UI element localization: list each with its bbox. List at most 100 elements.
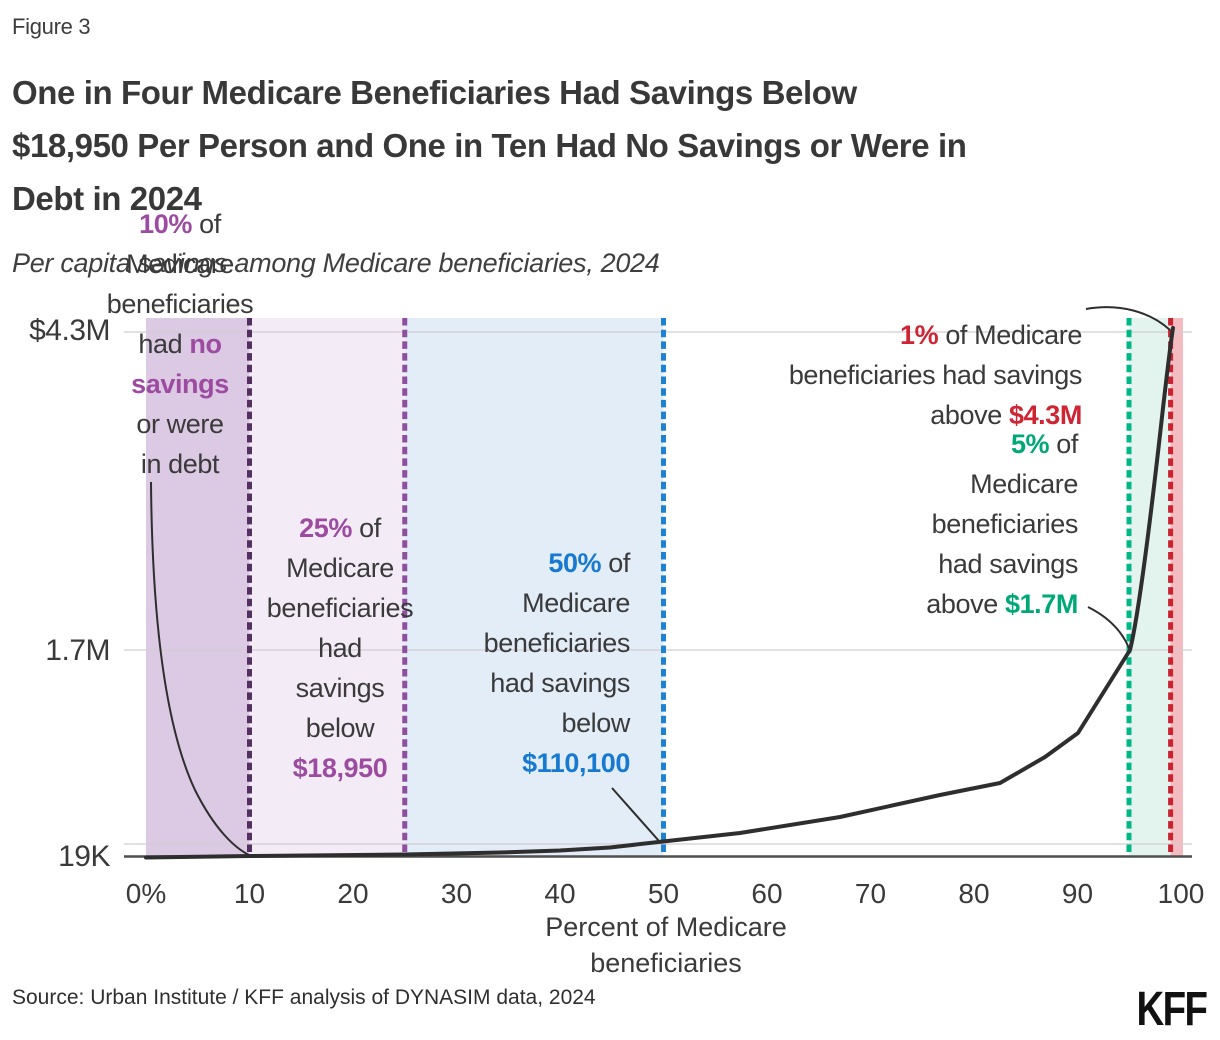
annotation-text: above (930, 400, 1009, 430)
annotation-text: beneficiaries had savings (788, 360, 1083, 390)
chart-title: One in Four Medicare Beneficiaries Had S… (12, 66, 967, 225)
annotation-line: beneficiaries (195, 588, 485, 628)
x-axis-label: Percent of Medicare beneficiaries (466, 909, 866, 981)
annotation-text: beneficiaries (266, 593, 414, 623)
annotation-text: below (561, 708, 630, 738)
annotation-text: savings (295, 673, 385, 703)
annotation-line: below (195, 708, 485, 748)
annotation-text: Medicare (522, 588, 630, 618)
annotation-text: of Medicare (938, 320, 1082, 350)
annotation-text: had savings (938, 549, 1078, 579)
annotation-5pct-above-1-7m: 5% of Medicare beneficiaries had savings abo… (660, 424, 1078, 624)
x-tick-60: 60 (751, 878, 783, 909)
annotation-line: beneficiaries had savings (660, 355, 1083, 395)
source-note: Source: Urban Institute / KFF analysis o… (12, 986, 596, 1009)
annotation-line: 25% of (195, 508, 485, 548)
region-10-25 (249, 318, 405, 856)
title-line-1: One in Four Medicare Beneficiaries Had S… (12, 74, 857, 111)
annotation-text: had (318, 633, 362, 663)
title-line-2: $18,950 Per Person and One in Ten Had No… (12, 127, 967, 164)
annotation-highlight: 10% (139, 209, 192, 239)
annotation-text: of (1049, 429, 1078, 459)
annotation-text: had savings (490, 668, 630, 698)
x-tick-10: 10 (233, 878, 266, 909)
annotation-line: $110,100 (330, 743, 630, 783)
annotation-line: 1% of Medicare (660, 315, 1082, 355)
annotation-highlight: savings (131, 369, 229, 399)
x-tick-100: 100 (1157, 878, 1205, 909)
annotation-text: below (305, 713, 375, 743)
annotation-text: in debt (140, 449, 220, 479)
annotation-line: or were (60, 404, 300, 444)
annotation-line: Medicare (195, 548, 485, 588)
x-tick-0: 0% (125, 878, 167, 909)
annotation-10pct-no-savings: 10% of Medicare beneficiaries had no savings… (60, 204, 300, 484)
x-tick-40: 40 (544, 878, 576, 909)
annotation-25pct-below-18950: 25% of Medicare beneficiaries had savings bel… (195, 508, 485, 788)
annotation-line: savings (195, 668, 485, 708)
annotation-text: had (138, 329, 190, 359)
annotation-highlight: 1% (899, 320, 939, 350)
annotation-line: above $1.7M (660, 584, 1078, 624)
annotation-highlight: 50% (548, 548, 602, 578)
region-25-50 (404, 318, 664, 856)
annotation-highlight: $1.7M (1004, 589, 1078, 619)
annotation-line: $18,950 (195, 748, 485, 788)
annotation-text: beneficiaries (931, 509, 1079, 539)
annotation-highlight: $110,100 (522, 748, 630, 778)
savings-curve (144, 326, 1175, 860)
annotation-line: had no (60, 324, 300, 364)
x-axis-label-line-2: beneficiaries (590, 948, 742, 978)
x-tick-70: 70 (854, 878, 887, 909)
annotation-line: Medicare (330, 583, 630, 623)
chart-subtitle: Per capita savings among Medicare benefi… (12, 248, 660, 278)
title-line-3: Debt in 2024 (12, 180, 202, 217)
annotation-line: had savings (330, 663, 630, 703)
x-tick-50: 50 (647, 878, 680, 909)
annotation-line: savings (60, 364, 300, 404)
y-tick-label-4-3m: $4.3M (29, 314, 110, 347)
y-tick-label-19k: 19K (58, 840, 110, 873)
leader-line-1-7m (1087, 606, 1130, 649)
annotation-line: below (330, 703, 630, 743)
region-0-10 (146, 318, 250, 856)
annotation-text: of (601, 548, 630, 578)
x-axis-label-line-1: Percent of Medicare (545, 912, 787, 942)
annotation-text: above (926, 589, 1005, 619)
annotation-highlight: 25% (299, 513, 352, 543)
annotation-text: Medicare (126, 249, 234, 279)
annotation-line: had savings (660, 544, 1078, 584)
annotation-text: of (352, 513, 381, 543)
annotation-line: had (195, 628, 485, 668)
annotation-50pct-below-110100: 50% of Medicare beneficiaries had savings be… (330, 543, 631, 783)
region-99-100 (1170, 318, 1183, 856)
annotation-line: beneficiaries (60, 284, 300, 324)
kff-logo: KFF (1136, 983, 1207, 1036)
annotation-line: Medicare (60, 244, 300, 284)
leader-line-110100 (611, 787, 660, 842)
annotation-text: beneficiaries (483, 628, 631, 658)
annotation-line: above $4.3M (660, 395, 1082, 435)
y-tick-label-1-7m: 1.7M (45, 634, 110, 667)
leader-line-4-3m (1085, 306, 1171, 331)
annotation-text: beneficiaries (106, 289, 254, 319)
annotation-line: 10% of (60, 204, 300, 244)
annotation-line: beneficiaries (330, 623, 631, 663)
figure-label: Figure 3 (12, 14, 91, 39)
annotation-line: in debt (60, 444, 300, 484)
leader-line-in-debt (150, 481, 250, 856)
annotation-1pct-above-4-3m: 1% of Medicare beneficiaries had savings a… (660, 315, 1083, 435)
annotation-highlight: no (189, 329, 222, 359)
annotation-text: Medicare (286, 553, 394, 583)
annotation-highlight: 5% (1010, 429, 1050, 459)
annotation-highlight: $18,950 (292, 753, 388, 783)
annotation-line: 50% of (330, 543, 630, 583)
annotation-text: Medicare (970, 469, 1078, 499)
annotation-line: beneficiaries (660, 504, 1079, 544)
annotation-text: or were (136, 409, 224, 439)
annotation-text: of (192, 209, 221, 239)
annotation-highlight: $4.3M (1008, 400, 1082, 430)
x-tick-90: 90 (1061, 878, 1094, 909)
annotation-line: Medicare (660, 464, 1078, 504)
